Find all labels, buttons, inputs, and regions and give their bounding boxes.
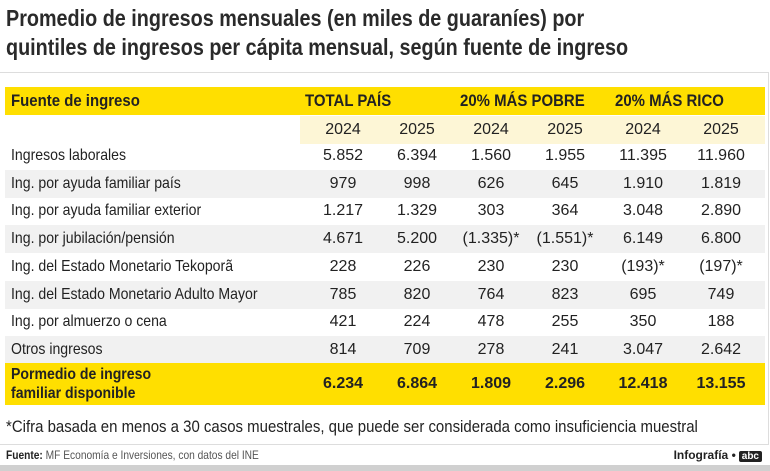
value-cell: 228 [329, 257, 357, 275]
total-label: Pormedio de ingreso familiar disponible [11, 365, 151, 403]
year-cell: 2024 [325, 121, 361, 138]
total-cell: 2.296 [544, 375, 586, 392]
value-cell: 814 [329, 340, 357, 358]
value-cell: 5.852 [322, 147, 364, 164]
value-cell: 785 [329, 285, 357, 303]
row-label: Ing. por ayuda familiar exterior [11, 202, 202, 220]
value-cell: 1.819 [700, 174, 742, 192]
table-row: Otros ingresos 814 709 278 241 3.047 2.642 [5, 335, 765, 364]
value-cell: 979 [329, 174, 357, 192]
table-header: Fuente de ingreso TOTAL PAÍS 20% MÁS POB… [5, 87, 765, 115]
table-frame [0, 72, 769, 445]
value-cell: 241 [551, 340, 579, 358]
value-cell: 1.217 [322, 202, 364, 220]
value-cell: 1.560 [470, 147, 512, 164]
source: Fuente: MF Economía e Inversiones, con d… [6, 448, 259, 462]
group-total-pais: TOTAL PAÍS [305, 91, 392, 110]
year-cell: 2025 [399, 121, 435, 138]
footnote: *Cifra basada en menos a 30 casos muestr… [6, 417, 698, 436]
value-cell: 626 [477, 174, 505, 192]
value-cell: 6.394 [396, 147, 438, 164]
table-row: Ing. del Estado Monetario Adulto Mayor 78… [5, 280, 765, 309]
value-cell: 2.890 [700, 202, 742, 220]
value-cell: 303 [477, 202, 505, 220]
row-label: Ing. por jubilación/pensión [11, 230, 175, 248]
value-cell: 350 [629, 313, 657, 331]
credit-text: Infografía • [673, 448, 736, 462]
abc-logo: abc [738, 451, 762, 462]
row-label: Ingresos laborales [11, 147, 127, 164]
value-cell: 364 [551, 202, 579, 220]
value-cell: 224 [403, 313, 431, 331]
value-cell: 1.910 [622, 174, 664, 192]
bottom-bar [0, 465, 770, 471]
value-cell: 11.960 [697, 147, 745, 164]
source-label: Fuente: [6, 448, 43, 462]
total-label-line-2: familiar disponible [11, 385, 136, 402]
title-line-1: Promedio de ingresos mensuales (en miles… [6, 5, 585, 31]
value-cell: 6.800 [700, 230, 742, 248]
credit: Infografía • abc [674, 448, 762, 462]
year-header-row: 2024 2025 2024 2025 2024 2025 [5, 116, 765, 144]
value-cell: 1.955 [544, 147, 586, 164]
total-cell: 1.809 [470, 375, 512, 392]
row-label: Otros ingresos [11, 340, 103, 358]
value-cell: 2.642 [700, 340, 742, 358]
header-label: Fuente de ingreso [11, 91, 140, 110]
table-row: Ingresos laborales 5.852 6.394 1.560 1.955 11… [5, 142, 765, 170]
value-cell: 820 [403, 285, 431, 303]
value-cell: 749 [707, 285, 735, 303]
value-cell: 1.329 [396, 202, 438, 220]
value-cell: 823 [551, 285, 579, 303]
table-row: Ing. por jubilación/pensión 4.671 5.200 (1.… [5, 225, 765, 254]
source-text: MF Economía e Inversiones, con datos del… [45, 448, 259, 462]
year-cell: 2024 [625, 121, 661, 138]
value-cell: 645 [551, 174, 579, 192]
year-cell: 2025 [703, 121, 739, 138]
value-cell: 226 [403, 257, 431, 275]
table-row: Ing. del Estado Monetario Tekoporã 228 226… [5, 253, 765, 281]
total-label-line-1: Pormedio de ingreso [11, 366, 152, 383]
table-row: Ing. por ayuda familiar país 979 998 626 645… [5, 169, 765, 198]
table-row: Ing. por almuerzo o cena 421 224 478 255 350 1… [5, 308, 765, 336]
total-cell: 13.155 [696, 375, 746, 392]
value-cell: 695 [629, 285, 657, 303]
page-title: Promedio de ingresos mensuales (en miles… [6, 4, 628, 62]
value-cell: 998 [403, 174, 431, 192]
value-cell: (197)* [699, 257, 743, 275]
value-cell: 6.149 [622, 230, 664, 248]
value-cell: 764 [477, 285, 505, 303]
value-cell: 3.047 [622, 340, 664, 358]
total-cell: 12.418 [618, 375, 668, 392]
group-mas-rico: 20% MÁS RICO [615, 91, 724, 110]
total-cell: 6.234 [322, 375, 364, 392]
value-cell: (1.551)* [536, 230, 594, 248]
row-label: Ing. por almuerzo o cena [11, 313, 167, 331]
group-mas-pobre: 20% MÁS POBRE [460, 91, 585, 110]
value-cell: 255 [551, 313, 579, 331]
row-label: Ing. del Estado Monetario Adulto Mayor [11, 285, 258, 303]
value-cell: 478 [477, 313, 505, 331]
value-cell: 4.671 [322, 230, 364, 248]
total-cell: 6.864 [396, 375, 438, 392]
row-label: Ing. del Estado Monetario Tekoporã [11, 257, 234, 275]
value-cell: 5.200 [396, 230, 438, 248]
value-cell: (1.335)* [462, 230, 520, 248]
value-cell: 421 [329, 313, 357, 331]
value-cell: 709 [403, 340, 431, 358]
value-cell: 188 [707, 313, 735, 331]
value-cell: 230 [477, 257, 505, 275]
year-cell: 2024 [473, 121, 509, 138]
year-cell: 2025 [547, 121, 583, 138]
total-row: Pormedio de ingreso familiar disponible … [5, 363, 765, 405]
value-cell: 230 [551, 257, 579, 275]
table-row: Ing. por ayuda familiar exterior 1.217 1.3… [5, 197, 765, 225]
value-cell: 11.395 [619, 147, 667, 164]
value-cell: 278 [477, 340, 505, 358]
value-cell: (193)* [621, 257, 665, 275]
value-cell: 3.048 [622, 202, 664, 220]
row-label: Ing. por ayuda familiar país [11, 174, 181, 192]
title-line-2: quintiles de ingresos per cápita mensual… [6, 34, 629, 60]
